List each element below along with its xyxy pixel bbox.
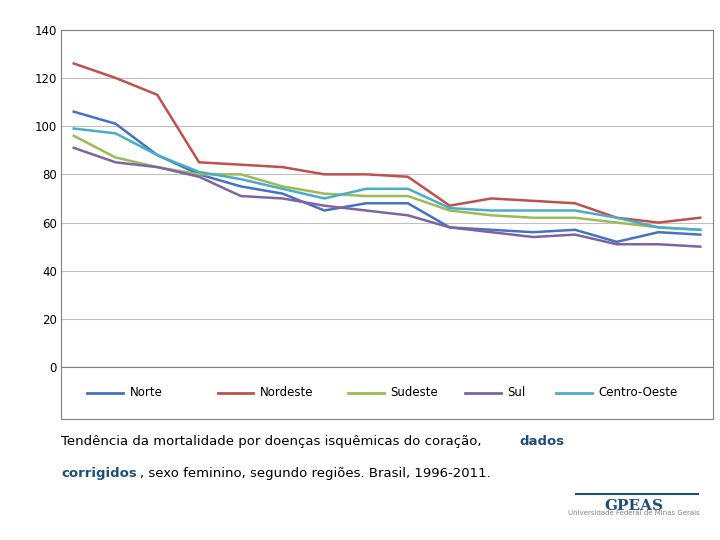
Text: Centro-Oeste: Centro-Oeste bbox=[599, 386, 678, 400]
Text: corrigidos: corrigidos bbox=[61, 467, 137, 480]
Text: Sul: Sul bbox=[508, 386, 526, 400]
Text: Sudeste: Sudeste bbox=[390, 386, 438, 400]
Text: Nordeste: Nordeste bbox=[260, 386, 313, 400]
Text: , sexo feminino, segundo regiões. Brasil, 1996-2011.: , sexo feminino, segundo regiões. Brasil… bbox=[140, 467, 491, 480]
Text: Tendência da mortalidade por doenças isquêmicas do coração,: Tendência da mortalidade por doenças isq… bbox=[61, 435, 490, 448]
Text: GPEAS: GPEAS bbox=[604, 500, 663, 514]
Text: Norte: Norte bbox=[130, 386, 163, 400]
FancyBboxPatch shape bbox=[61, 367, 713, 418]
Text: dados: dados bbox=[520, 435, 565, 448]
Text: Universidade Federal de Minas Gerais: Universidade Federal de Minas Gerais bbox=[568, 510, 699, 516]
